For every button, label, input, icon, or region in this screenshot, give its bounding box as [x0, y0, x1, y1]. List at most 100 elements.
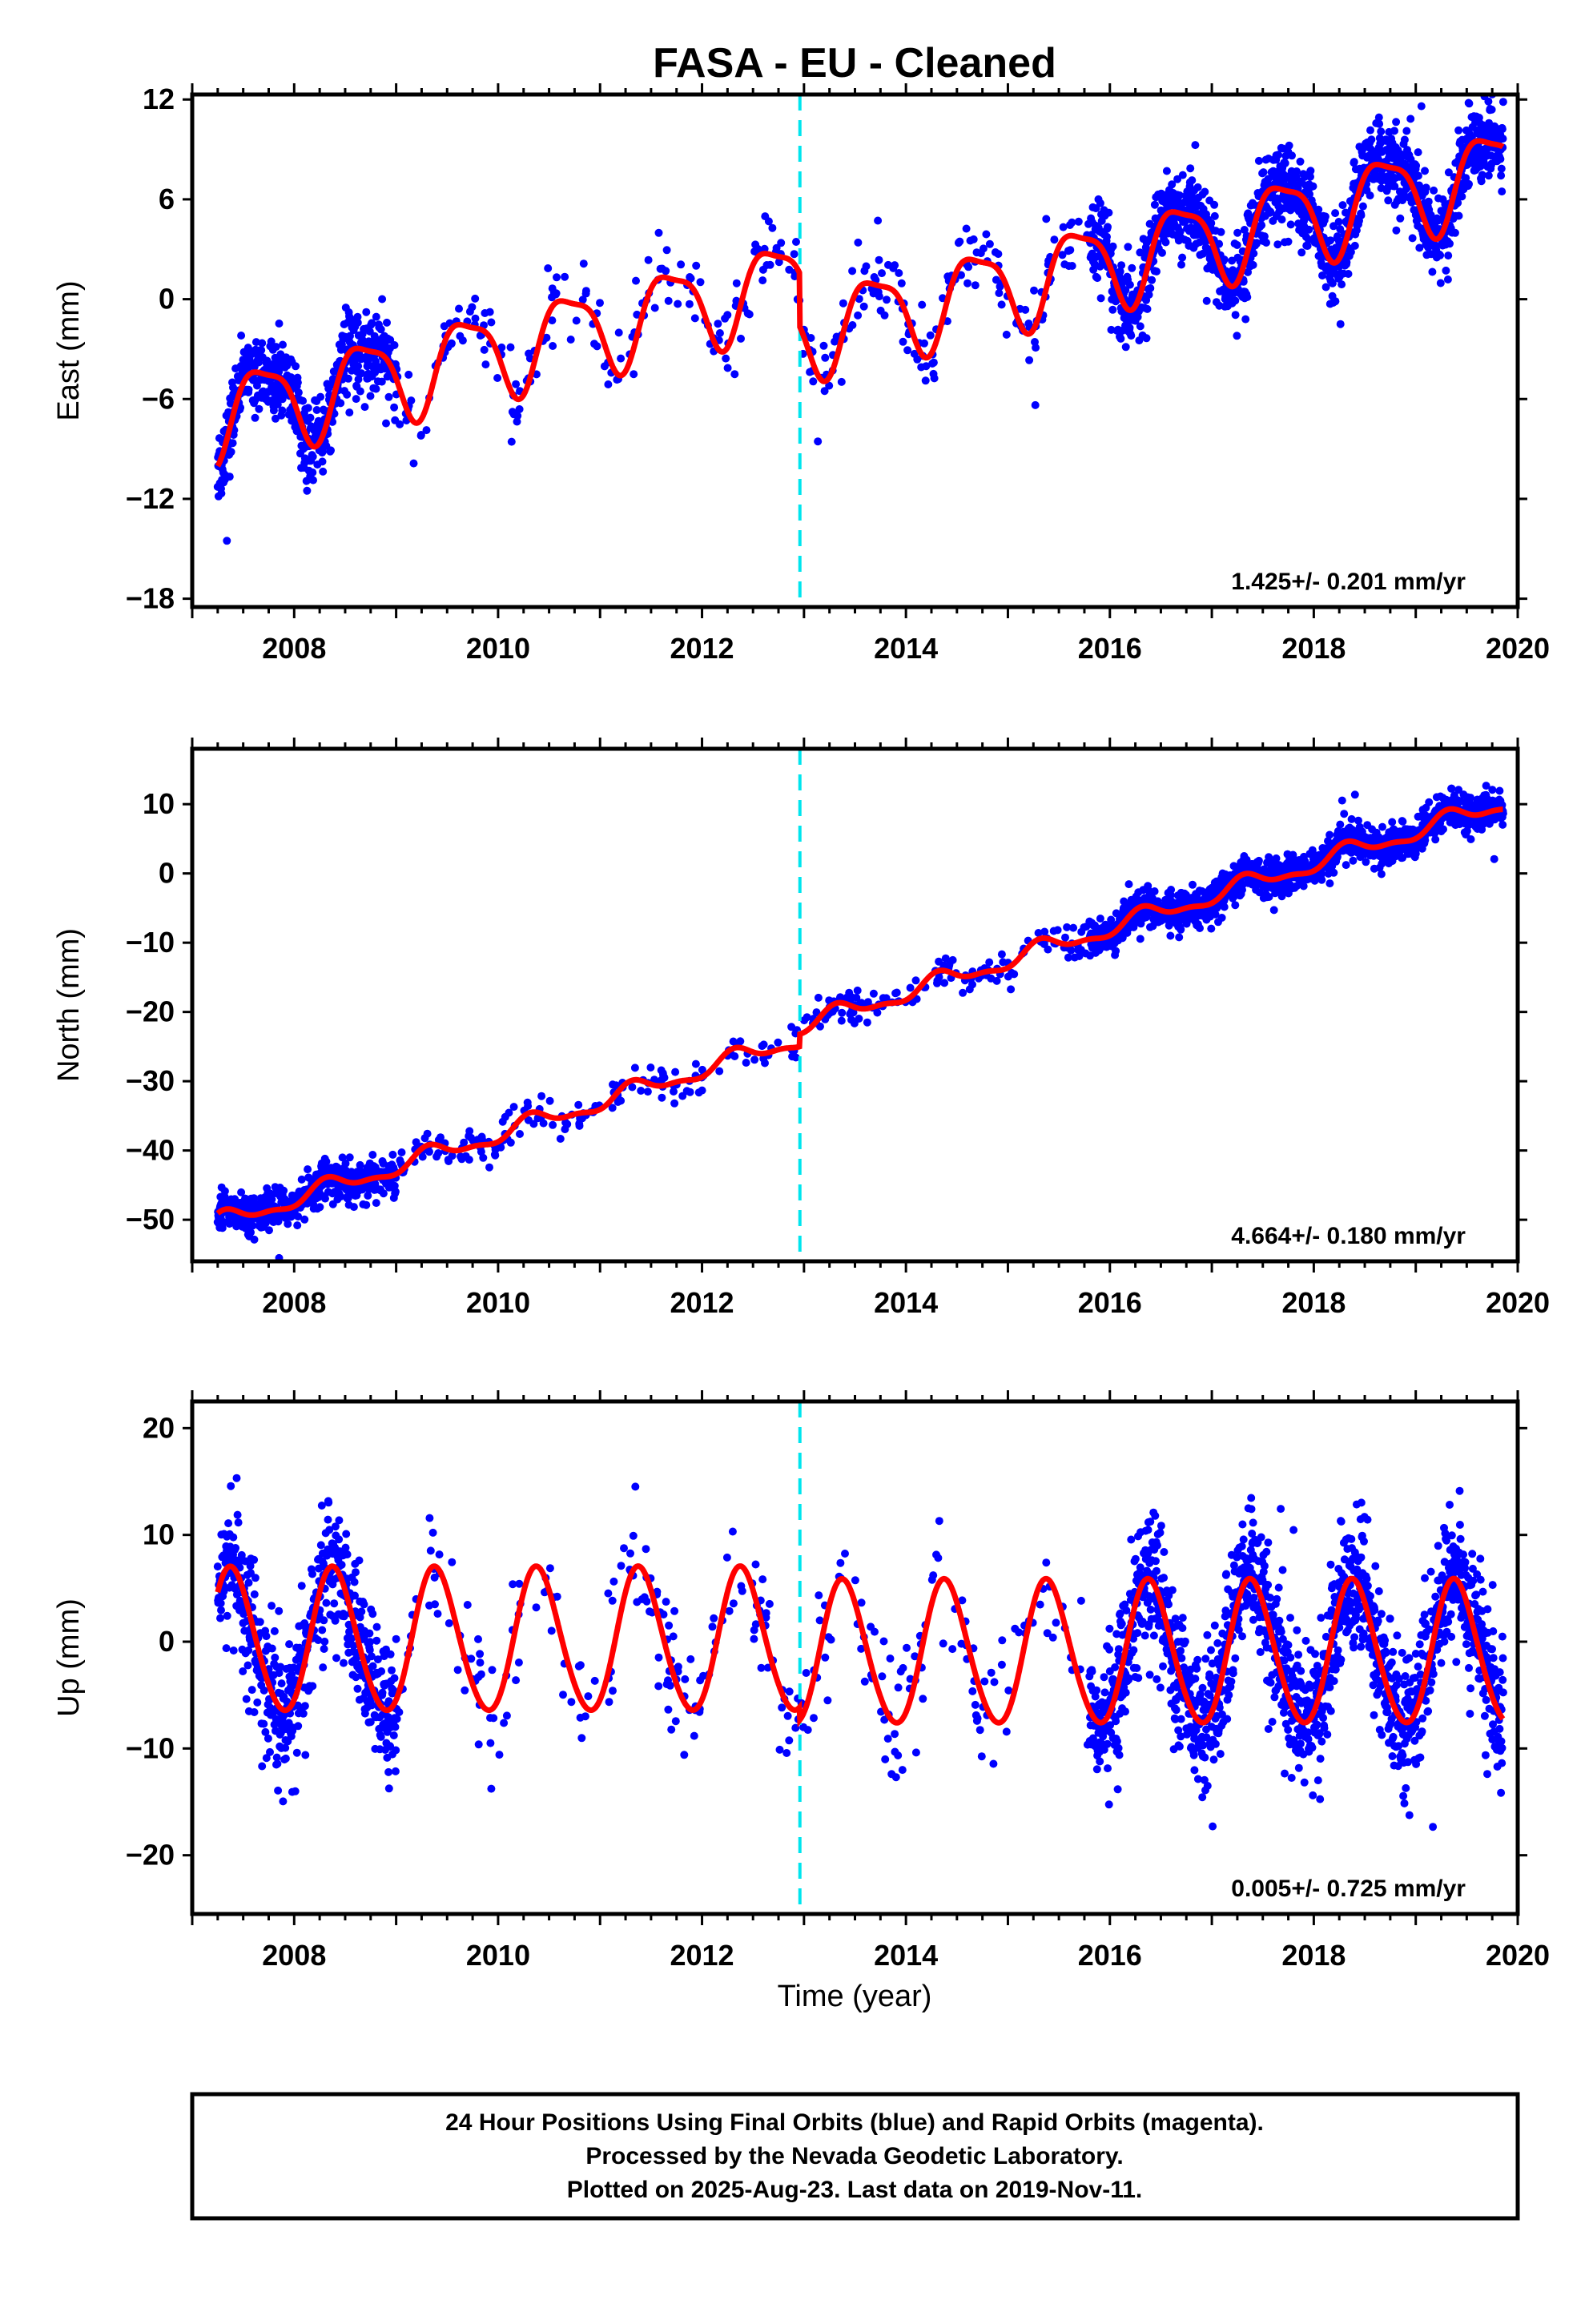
data-point: [1362, 858, 1370, 866]
data-point: [1136, 322, 1144, 331]
data-point: [1188, 176, 1197, 185]
data-point: [1059, 223, 1068, 231]
data-point: [1259, 168, 1268, 177]
y-tick-label: −10: [126, 926, 175, 959]
data-point: [1249, 260, 1257, 269]
data-point: [918, 300, 927, 309]
data-point: [1495, 786, 1504, 795]
data-point: [732, 296, 741, 305]
data-point: [686, 1088, 694, 1096]
data-point: [959, 988, 967, 997]
data-point: [820, 387, 829, 396]
data-point: [1128, 263, 1136, 272]
data-point: [217, 489, 226, 498]
data-point: [1274, 151, 1282, 159]
data-point: [777, 239, 786, 247]
data-point: [566, 336, 575, 344]
data-point: [1498, 125, 1507, 134]
data-point: [1068, 218, 1076, 227]
data-point: [1142, 334, 1151, 343]
data-point: [242, 1695, 251, 1703]
data-point: [982, 230, 991, 239]
data-point: [1061, 933, 1069, 942]
data-point: [1254, 156, 1263, 165]
data-point: [637, 1087, 646, 1095]
data-point: [346, 332, 354, 340]
data-point: [293, 1221, 302, 1230]
data-point: [229, 1533, 238, 1542]
rate-label: 1.425+/- 0.201 mm/yr: [1231, 569, 1466, 595]
data-point: [316, 392, 325, 401]
data-point: [1166, 931, 1175, 940]
data-point: [654, 228, 663, 237]
data-point: [304, 404, 312, 412]
data-point: [963, 279, 971, 287]
data-point: [1497, 171, 1506, 180]
data-point: [1431, 835, 1440, 844]
data-point: [1340, 810, 1349, 818]
data-point: [1124, 880, 1133, 889]
data-point: [920, 339, 928, 348]
data-point: [691, 1059, 700, 1068]
data-point: [1277, 215, 1286, 224]
data-point: [1454, 211, 1463, 220]
data-point: [1233, 241, 1241, 249]
data-point: [774, 1038, 782, 1047]
data-point: [1253, 239, 1261, 247]
data-point: [814, 437, 823, 446]
data-point: [251, 413, 259, 422]
data-point: [1207, 219, 1216, 227]
y-axis-label: East (mm): [52, 280, 86, 420]
data-point: [465, 1156, 473, 1164]
data-point: [1207, 924, 1216, 933]
data-point: [1325, 879, 1334, 888]
data-point: [409, 459, 418, 468]
data-point: [247, 1686, 256, 1695]
data-point: [1297, 248, 1306, 257]
data-point: [273, 1759, 282, 1768]
data-point: [837, 1016, 846, 1025]
data-point: [1377, 127, 1386, 136]
x-tick-label: 2016: [1078, 1286, 1142, 1319]
data-point: [377, 377, 386, 386]
data-point: [343, 390, 352, 399]
data-point: [297, 1175, 306, 1184]
data-point: [750, 1055, 759, 1064]
data-point: [1390, 127, 1398, 135]
data-point: [837, 377, 846, 386]
data-point: [940, 979, 949, 987]
data-point: [662, 246, 671, 255]
data-point: [677, 260, 686, 269]
data-point: [1336, 320, 1345, 328]
data-point: [1042, 215, 1051, 223]
data-point: [304, 1165, 312, 1174]
y-tick-label: −30: [126, 1064, 175, 1097]
data-point: [308, 452, 317, 461]
data-point: [1374, 113, 1383, 122]
data-point: [1293, 167, 1301, 175]
data-point: [1417, 102, 1426, 111]
data-point: [1392, 118, 1401, 127]
data-point: [1444, 251, 1453, 260]
data-point: [271, 1653, 280, 1662]
data-point: [922, 362, 931, 371]
data-point: [614, 328, 623, 337]
data-point: [275, 320, 284, 328]
data-point: [513, 417, 521, 426]
data-point: [730, 1052, 739, 1060]
data-point: [1215, 239, 1224, 248]
x-tick-label: 2018: [1281, 1286, 1346, 1319]
data-point: [1342, 861, 1350, 870]
data-point: [319, 467, 328, 476]
data-point: [992, 976, 1001, 985]
data-point: [229, 383, 237, 392]
data-point: [1414, 171, 1422, 180]
data-point: [284, 1220, 292, 1228]
data-point: [345, 1153, 354, 1162]
data-point: [698, 1086, 706, 1095]
data-point: [766, 260, 774, 269]
data-point: [279, 1797, 288, 1806]
data-point: [1144, 291, 1153, 299]
data-point: [1010, 970, 1019, 979]
